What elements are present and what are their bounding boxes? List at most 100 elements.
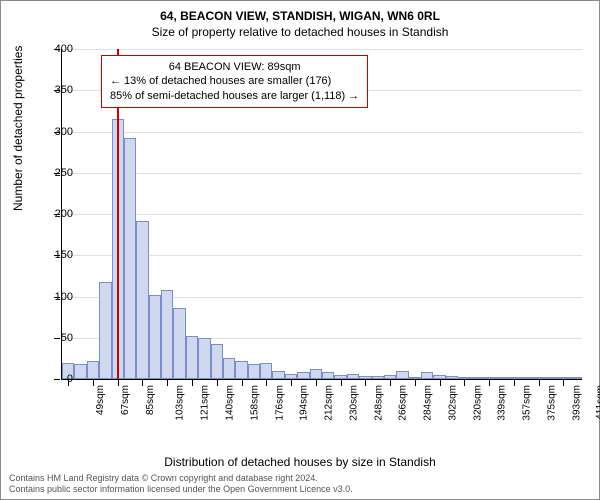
y-tick-label: 250 <box>43 167 73 179</box>
credits-line1: Contains HM Land Registry data © Crown c… <box>9 473 353 484</box>
x-tick-label: 194sqm <box>299 385 310 421</box>
histogram-bar <box>347 374 359 379</box>
credits: Contains HM Land Registry data © Crown c… <box>9 473 353 495</box>
histogram-bar <box>173 308 185 379</box>
x-tick <box>514 380 515 386</box>
x-tick-label: 85sqm <box>145 385 156 415</box>
annotation-line1: 64 BEACON VIEW: 89sqm <box>110 60 359 74</box>
histogram-bar <box>483 377 495 379</box>
histogram-bar <box>74 364 86 379</box>
x-tick-label: 212sqm <box>324 385 335 421</box>
histogram-bar <box>223 358 235 379</box>
x-tick <box>167 380 168 386</box>
x-tick <box>291 380 292 386</box>
x-tick-label: 158sqm <box>249 385 260 421</box>
y-tick-label: 200 <box>43 208 73 220</box>
histogram-bar <box>260 363 272 380</box>
x-tick <box>93 380 94 386</box>
annotation-box: 64 BEACON VIEW: 89sqm ← 13% of detached … <box>101 55 368 108</box>
chart-title: 64, BEACON VIEW, STANDISH, WIGAN, WN6 0R… <box>1 1 599 23</box>
histogram-bar <box>99 282 111 379</box>
histogram-bar <box>421 372 433 379</box>
chart-subtitle: Size of property relative to detached ho… <box>1 23 599 39</box>
histogram-bar <box>384 375 396 379</box>
y-axis-title: Number of detached properties <box>11 46 25 211</box>
x-tick <box>266 380 267 386</box>
x-tick-label: 375sqm <box>546 385 557 421</box>
histogram-bar <box>532 377 544 379</box>
y-tick-label: 350 <box>43 84 73 96</box>
x-tick <box>118 380 119 386</box>
y-tick-label: 400 <box>43 43 73 55</box>
chart-container: 64, BEACON VIEW, STANDISH, WIGAN, WN6 0R… <box>0 0 600 500</box>
histogram-bar <box>446 376 458 379</box>
histogram-bar <box>545 377 557 379</box>
histogram-bar <box>322 372 334 379</box>
x-tick <box>217 380 218 386</box>
grid-line <box>62 173 582 174</box>
x-tick <box>365 380 366 386</box>
x-tick <box>415 380 416 386</box>
x-tick <box>563 380 564 386</box>
annotation-line2: ← 13% of detached houses are smaller (17… <box>110 74 359 88</box>
histogram-bar <box>235 361 247 379</box>
histogram-bar <box>520 377 532 379</box>
x-tick-label: 176sqm <box>274 385 285 421</box>
x-axis-title: Distribution of detached houses by size … <box>1 455 599 469</box>
y-tick-label: 100 <box>43 291 73 303</box>
histogram-bar <box>186 336 198 379</box>
histogram-bar <box>136 221 148 379</box>
x-tick <box>242 380 243 386</box>
y-tick-label: 150 <box>43 249 73 261</box>
x-tick-label: 121sqm <box>200 385 211 421</box>
x-tick <box>440 380 441 386</box>
x-tick-label: 248sqm <box>373 385 384 421</box>
x-tick <box>539 380 540 386</box>
y-tick-label: 0 <box>43 373 73 385</box>
histogram-bar <box>87 361 99 379</box>
x-tick-label: 67sqm <box>120 385 131 415</box>
y-tick-label: 50 <box>43 332 73 344</box>
grid-line <box>62 49 582 50</box>
x-tick <box>464 380 465 386</box>
histogram-bar <box>161 290 173 379</box>
x-tick-label: 140sqm <box>225 385 236 421</box>
x-tick <box>142 380 143 386</box>
x-tick-label: 49sqm <box>95 385 106 415</box>
histogram-bar <box>124 138 136 379</box>
histogram-bar <box>149 295 161 379</box>
histogram-bar <box>285 374 297 379</box>
x-tick-label: 320sqm <box>472 385 483 421</box>
histogram-bar <box>310 369 322 379</box>
grid-line <box>62 214 582 215</box>
histogram-bar <box>471 377 483 379</box>
x-tick <box>489 380 490 386</box>
x-tick <box>316 380 317 386</box>
x-tick-label: 103sqm <box>175 385 186 421</box>
histogram-bar <box>198 338 210 379</box>
x-tick-label: 357sqm <box>522 385 533 421</box>
x-tick <box>390 380 391 386</box>
grid-line <box>62 132 582 133</box>
x-tick <box>341 380 342 386</box>
histogram-bar <box>495 377 507 379</box>
x-tick-label: 266sqm <box>398 385 409 421</box>
histogram-bar <box>297 372 309 379</box>
x-tick-label: 339sqm <box>497 385 508 421</box>
histogram-bar <box>508 377 520 379</box>
histogram-bar <box>359 376 371 379</box>
credits-line2: Contains public sector information licen… <box>9 484 353 495</box>
x-tick-label: 284sqm <box>423 385 434 421</box>
histogram-bar <box>570 377 582 379</box>
histogram-bar <box>396 371 408 379</box>
histogram-bar <box>557 377 569 379</box>
y-tick-label: 300 <box>43 126 73 138</box>
histogram-bar <box>334 375 346 379</box>
histogram-bar <box>433 375 445 379</box>
histogram-bar <box>248 364 260 379</box>
histogram-bar <box>458 377 470 379</box>
x-tick <box>192 380 193 386</box>
x-tick-label: 302sqm <box>447 385 458 421</box>
histogram-bar <box>409 377 421 379</box>
x-tick-label: 230sqm <box>348 385 359 421</box>
